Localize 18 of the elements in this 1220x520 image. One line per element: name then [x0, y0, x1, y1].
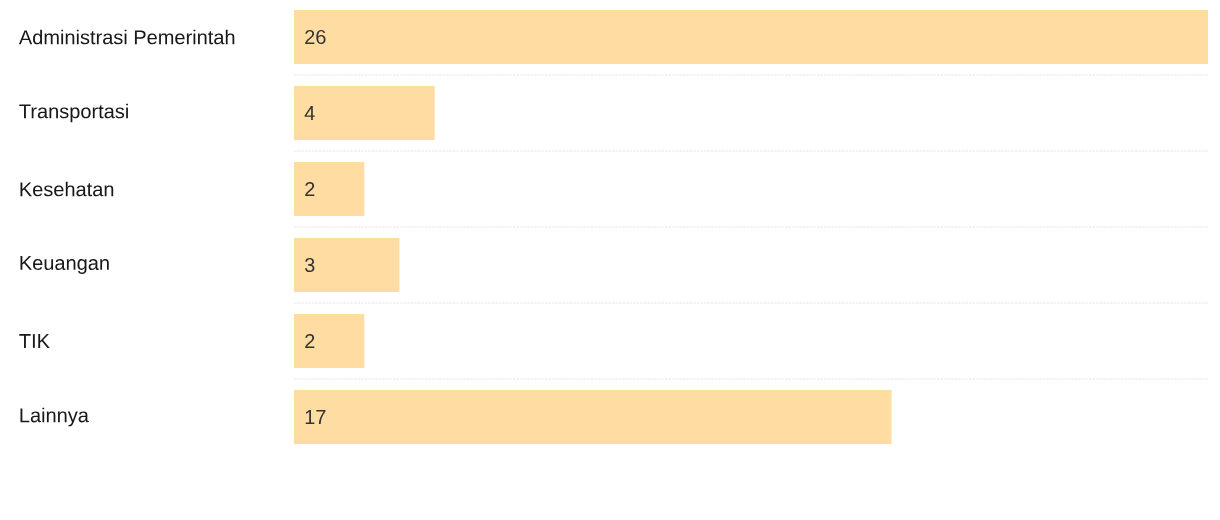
y-tick-label: Kesehatan	[20, 181, 114, 197]
bar	[294, 390, 892, 444]
bar	[294, 162, 365, 216]
y-tick-label: TIK	[19, 334, 50, 348]
data-label: 2	[305, 182, 315, 196]
data-label: 2	[305, 334, 315, 348]
y-tick-label: Transportasi	[19, 103, 128, 123]
y-tick-label: Keuangan	[20, 256, 109, 274]
y-tick-label: Lainnya	[20, 407, 89, 427]
bar	[294, 238, 400, 292]
data-label: 26	[305, 29, 326, 45]
y-tick-label: Administrasi Pemerintah	[18, 29, 235, 45]
data-label: 3	[304, 257, 315, 273]
bar	[294, 86, 435, 140]
bar	[294, 10, 1209, 64]
data-label: 17	[305, 410, 326, 424]
bar	[294, 314, 365, 368]
data-label: 4	[304, 106, 315, 120]
